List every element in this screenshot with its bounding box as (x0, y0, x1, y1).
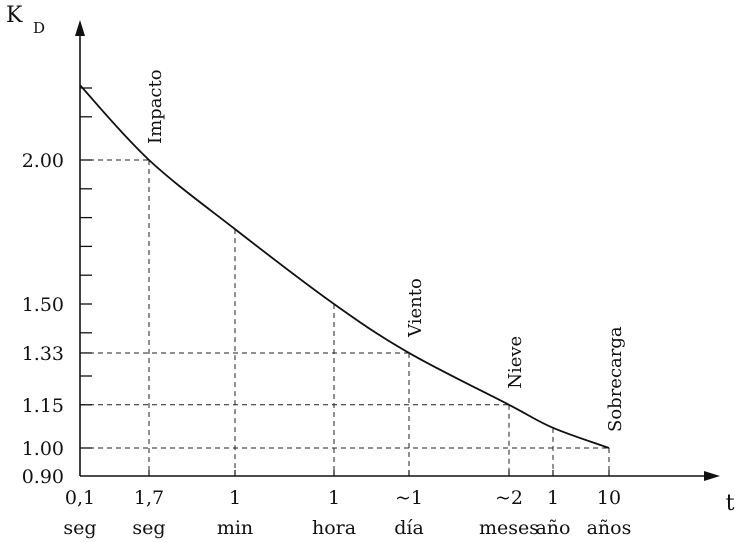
x-axis-arrow (704, 471, 720, 481)
x-axis-label: t (726, 491, 735, 516)
kd-curve (79, 84, 610, 449)
y-tick-label: 1.33 (22, 343, 64, 365)
curve-annotation: Viento (405, 278, 426, 338)
curve-annotation: Impacto (145, 69, 166, 144)
y-axis-arrow (75, 20, 85, 36)
x-tick-label-bottom: min (217, 517, 253, 539)
y-tick-label: 1.15 (22, 395, 64, 417)
labels-layer: 2.00 1.50 1.33 1.15 1.00 0.900,1 seg 1,7 seg 1 min… (6, 3, 735, 539)
y-tick-label: 1.00 (22, 438, 64, 460)
y-tick-label: 2.00 (22, 150, 64, 172)
x-tick-label-top: ~1 (395, 487, 423, 509)
x-tick-label-top: 10 (597, 487, 621, 509)
dashed-guides (80, 159, 610, 476)
y-axis-label-subscript: D (33, 19, 45, 37)
x-tick-label-top: 1 (229, 487, 241, 509)
x-tick-label-top: ~2 (495, 487, 523, 509)
x-tick-label-top: 1 (547, 487, 559, 509)
y-axis-label: K (6, 3, 23, 28)
x-tick-label-top: 1 (328, 487, 340, 509)
x-tick-label-top: 1,7 (134, 487, 164, 509)
curve-annotation: Sobrecarga (605, 326, 626, 432)
x-tick-label-bottom: seg (63, 517, 96, 539)
x-tick-label-bottom: hora (312, 517, 356, 539)
curve-annotation: Nieve (505, 336, 526, 389)
x-tick-label-bottom: año (535, 517, 570, 539)
axes (75, 20, 720, 481)
x-tick-label-bottom: años (587, 517, 632, 539)
curve-layer (79, 84, 610, 449)
x-tick-label-bottom: día (394, 517, 424, 539)
x-tick-label-bottom: seg (132, 517, 165, 539)
y-tick-label: 1.50 (22, 294, 64, 316)
x-tick-label-bottom: meses (479, 517, 539, 539)
x-tick-label-top: 0,1 (65, 487, 95, 509)
y-tick-label: 0.90 (22, 466, 64, 488)
